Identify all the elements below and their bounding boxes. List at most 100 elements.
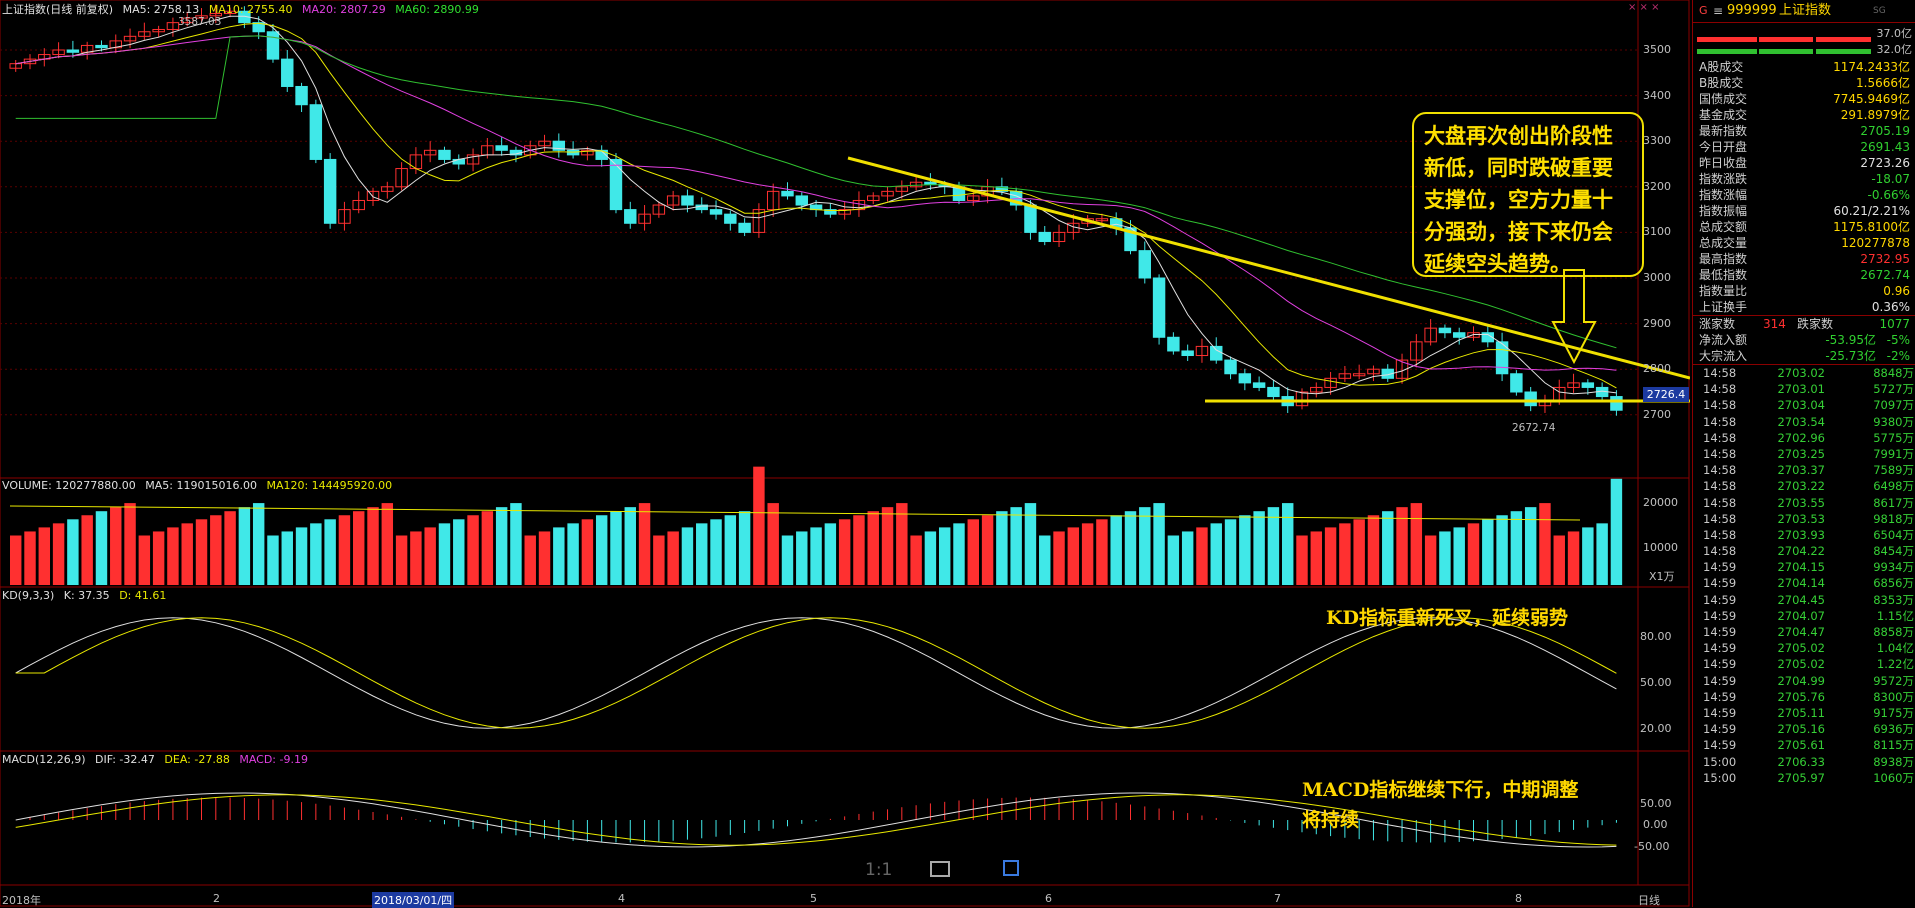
macd-annotation-line1: MACD指标继续下行，中期调整	[1302, 779, 1579, 801]
volume-bar	[1610, 478, 1623, 585]
tick-volume: 6498万	[1873, 479, 1914, 494]
period-label[interactable]: 日线	[1638, 894, 1660, 907]
candle-body	[909, 181, 923, 188]
macd-value: MACD: -9.19	[239, 753, 308, 766]
menu-dots[interactable]: × × ×	[1628, 2, 1660, 13]
candle-body	[1052, 231, 1066, 243]
tick-price: 2706.33	[1777, 754, 1825, 769]
price-axis-label: 2800	[1643, 362, 1671, 376]
volume-bar	[152, 531, 165, 585]
tick-volume: 8353万	[1873, 592, 1914, 607]
candle-body	[752, 209, 766, 233]
volume-bar	[1096, 519, 1108, 585]
candle-body	[1167, 336, 1180, 352]
date-axis-label: 2018/03/01/四	[372, 892, 455, 908]
flow-row: 净流入额 -53.95亿 -5%	[1693, 332, 1915, 348]
candle-body	[1438, 327, 1452, 334]
ma5-line	[15, 15, 1617, 395]
stat-row: 上证换手 0.36%	[1693, 299, 1915, 315]
price-axis-label: 2700	[1643, 407, 1671, 421]
volume-bar	[67, 519, 79, 585]
volume-bar	[1596, 523, 1608, 585]
volume-bar	[138, 535, 151, 585]
tick-row: 14:58 2703.01 5727万	[1693, 381, 1915, 397]
candle-body	[1138, 250, 1152, 279]
amount-bar-green2	[1759, 49, 1813, 54]
tick-time: 15:00	[1703, 770, 1737, 785]
tick-time: 14:58	[1703, 430, 1737, 445]
tick-price: 2703.54	[1777, 414, 1825, 429]
tick-time: 14:58	[1703, 446, 1737, 461]
volume-bar	[881, 507, 894, 585]
ma60-line	[15, 35, 1617, 349]
tick-volume: 6856万	[1873, 576, 1914, 591]
stat-row: 指数涨幅 -0.66%	[1693, 187, 1915, 203]
tick-time: 14:58	[1703, 398, 1737, 413]
volume-bar	[324, 519, 336, 585]
kd-header: KD(9,3,3) K: 37.35 D: 41.61	[2, 589, 172, 602]
tick-volume: 5727万	[1873, 382, 1914, 397]
candle-body	[152, 28, 165, 33]
tick-time: 14:59	[1703, 738, 1737, 753]
stat-label: 总成交额	[1699, 220, 1748, 234]
volume-bar	[195, 519, 208, 585]
volume-bar	[481, 511, 494, 585]
volume-bar	[1467, 523, 1480, 585]
amount-bar-red3	[1816, 37, 1871, 42]
select-area-icon[interactable]	[1003, 860, 1019, 876]
macd-header: MACD(12,26,9) DIF: -32.47 DEA: -27.88 MA…	[2, 753, 314, 766]
stat-label: 最新指数	[1699, 124, 1748, 138]
tick-price: 2705.02	[1777, 657, 1825, 672]
volume-bar	[1410, 503, 1423, 585]
volume-bar	[1210, 523, 1222, 585]
stat-value: 2691.43	[1860, 140, 1910, 154]
volume-bar	[1339, 523, 1351, 585]
volume-bar	[838, 519, 851, 585]
stat-label: 指数涨跌	[1699, 172, 1748, 186]
volume-bar	[367, 507, 379, 585]
tick-volume: 1060万	[1873, 770, 1914, 785]
candle-body	[1381, 368, 1394, 379]
tick-volume: 6936万	[1873, 722, 1914, 737]
fullscreen-icon[interactable]	[930, 861, 950, 877]
candle-body	[709, 209, 723, 215]
volume-bar	[1124, 511, 1137, 585]
candle-body	[452, 158, 465, 165]
candle-body	[395, 168, 408, 188]
tick-price: 2703.53	[1777, 511, 1825, 526]
stat-row: 最低指数 2672.74	[1693, 267, 1915, 283]
volume-bar	[824, 523, 837, 585]
tick-price: 2704.45	[1777, 592, 1825, 607]
stat-label: 最高指数	[1699, 252, 1748, 266]
amount-bar-green3	[1816, 49, 1871, 54]
ratio-button[interactable]: 1:1	[865, 860, 893, 880]
macd-axis-50: 50.00	[1640, 797, 1672, 810]
candle-body	[1410, 341, 1423, 361]
stat-row: 最高指数 2732.95	[1693, 251, 1915, 267]
volume-bar	[181, 523, 193, 585]
chart-area[interactable]: 上证指数(日线 前复权) MA5: 2758.13 MA10: 2755.40 …	[0, 0, 1690, 908]
tick-volume: 7097万	[1873, 398, 1914, 413]
kd-d: D: 41.61	[119, 589, 167, 602]
candle-body	[924, 181, 937, 186]
tick-time: 14:59	[1703, 689, 1737, 704]
volume-bar	[95, 511, 108, 585]
volume-bar	[538, 531, 551, 585]
kline-chart[interactable]	[0, 0, 1690, 907]
high-marker: 3587.03	[178, 16, 222, 28]
stat-value: 1175.8100亿	[1833, 220, 1910, 234]
volume-bar	[210, 515, 222, 585]
volume-bar	[1296, 535, 1308, 585]
candle-body	[1567, 382, 1580, 388]
tick-volume: 9934万	[1873, 560, 1914, 575]
volume-bar	[767, 503, 779, 585]
volume-bar	[653, 535, 665, 585]
candle-body	[66, 49, 80, 53]
tick-list[interactable]: 14:58 2703.02 8848万 14:58 2703.01 5727万 14:58 2…	[1693, 364, 1915, 786]
stat-row: 指数量比 0.96	[1693, 283, 1915, 299]
tick-price: 2704.15	[1777, 560, 1825, 575]
stat-row: 指数振幅 60.21/2.21%	[1693, 203, 1915, 219]
tick-price: 2704.22	[1777, 544, 1825, 559]
menu-icon[interactable]: ≡	[1713, 4, 1724, 18]
tick-volume: 9818万	[1873, 511, 1914, 526]
